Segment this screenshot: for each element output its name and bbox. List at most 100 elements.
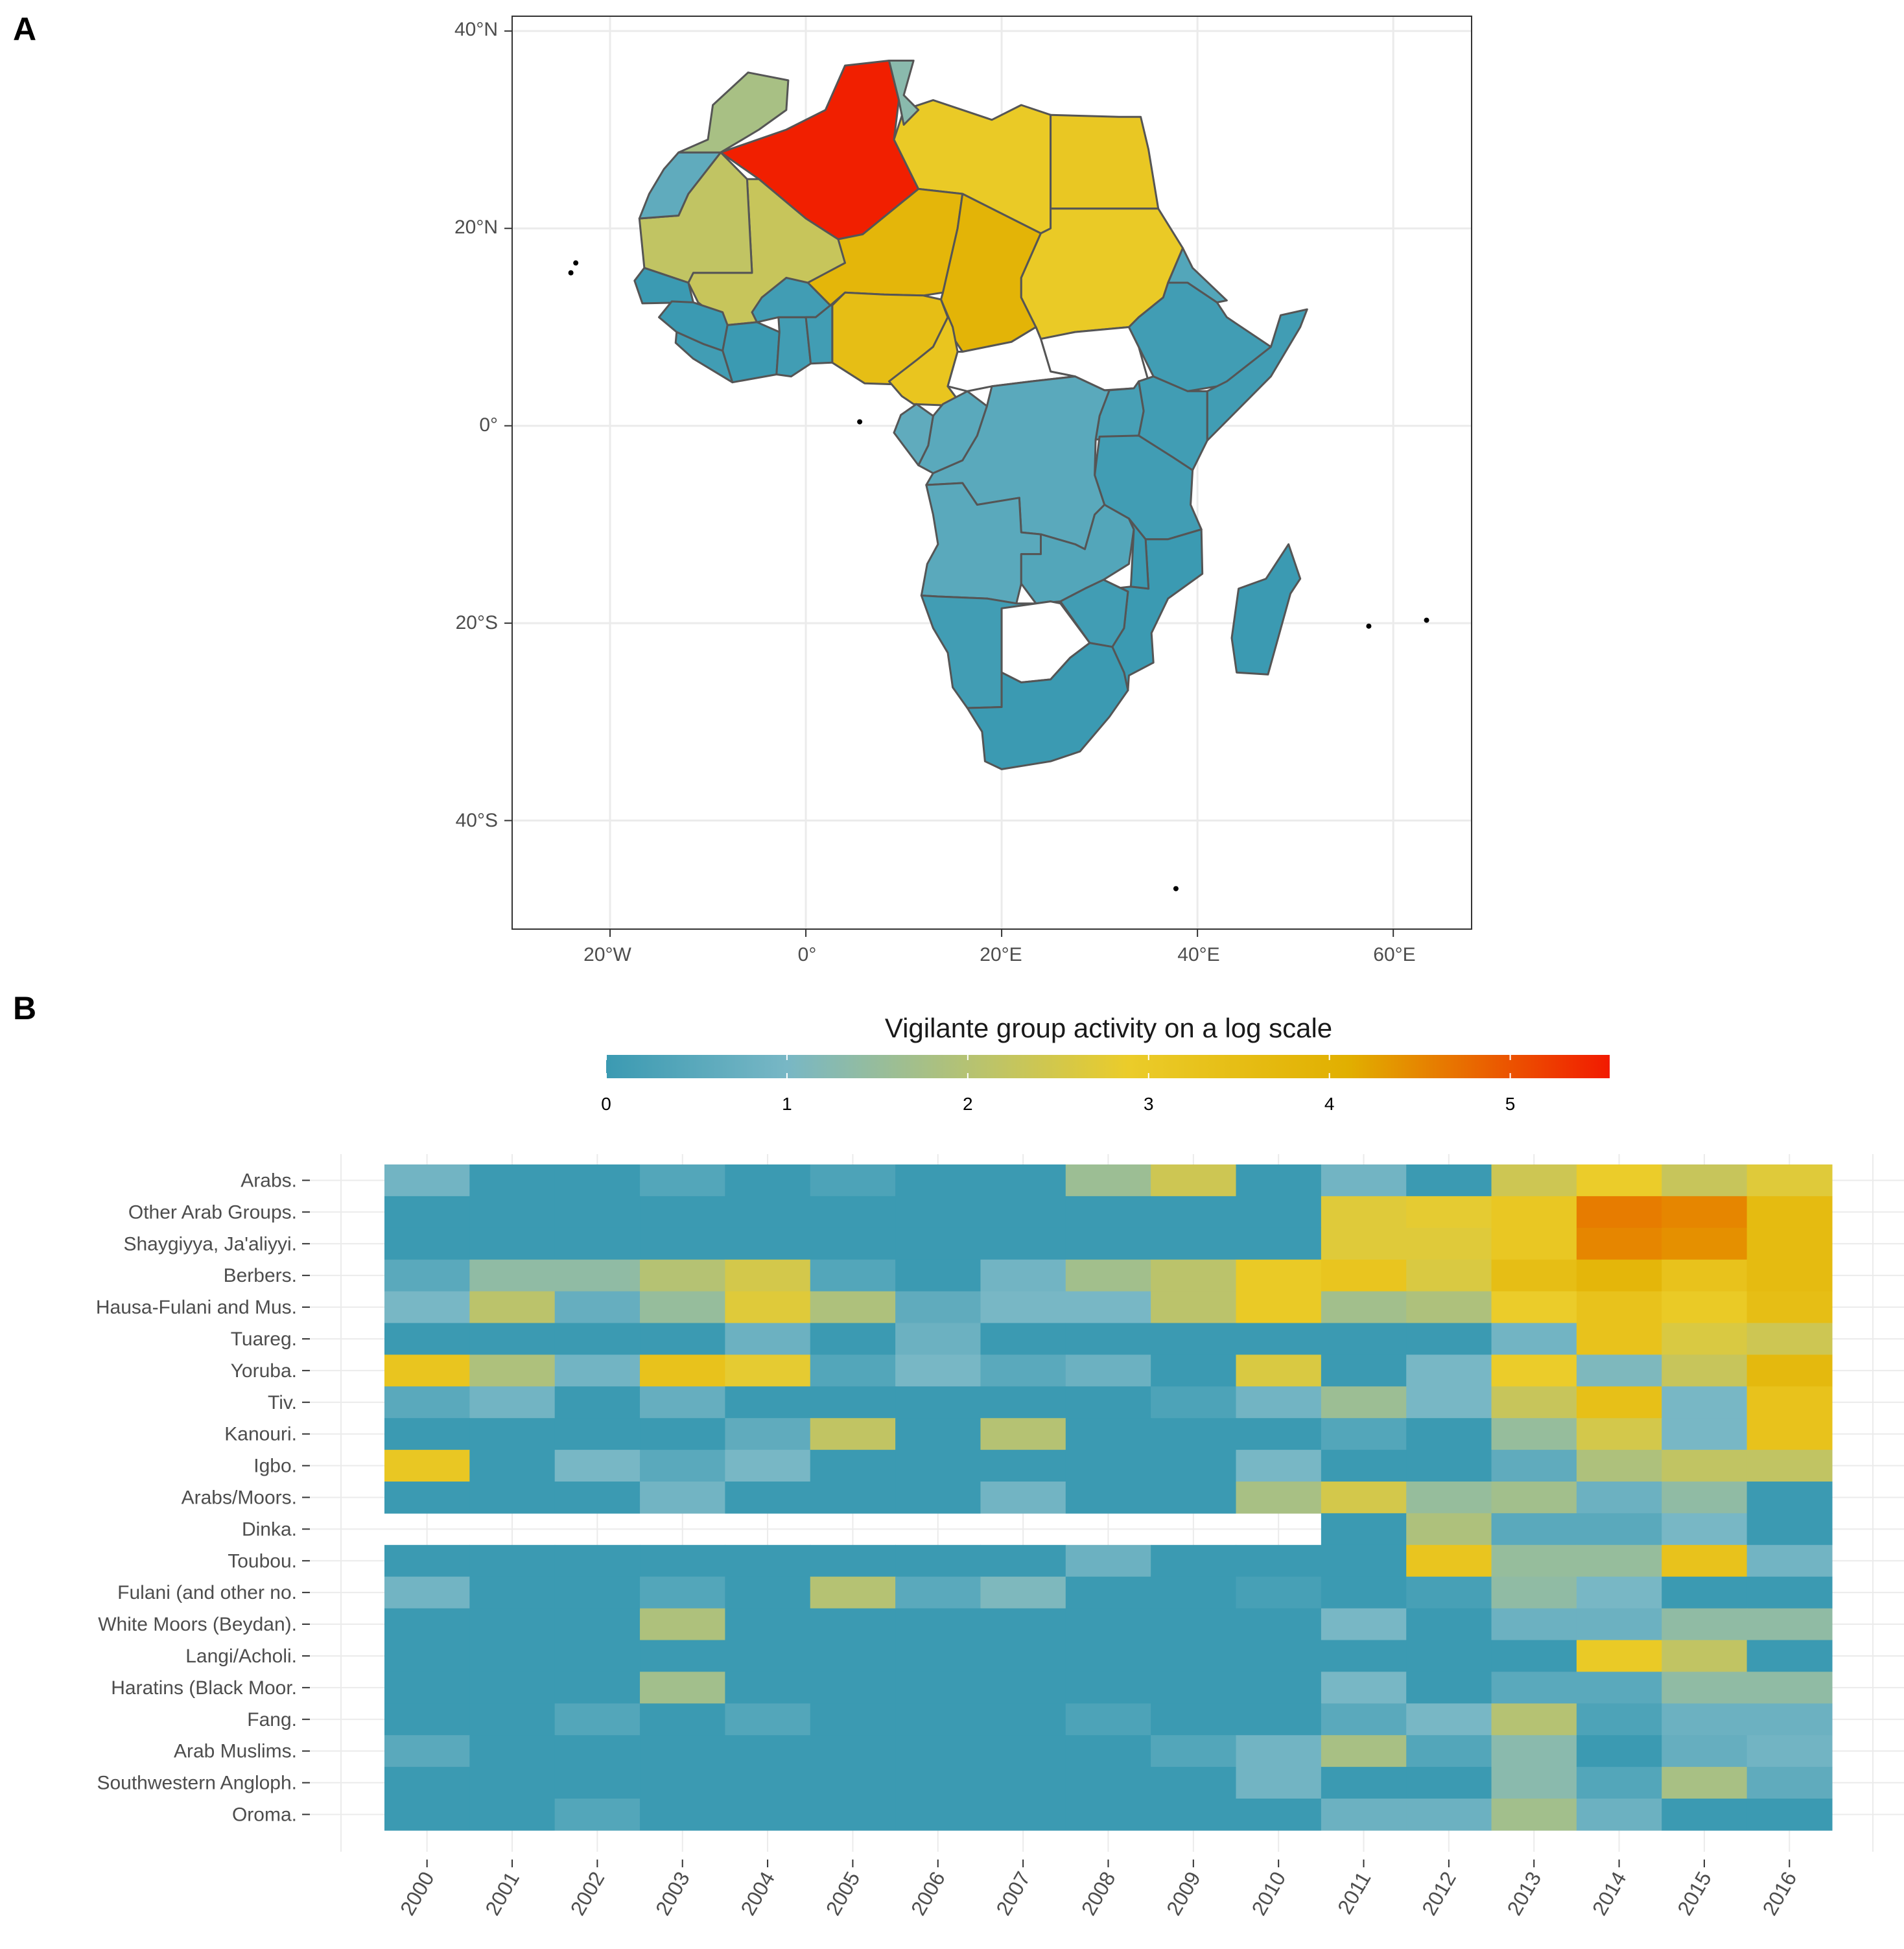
heatmap-cell <box>1406 1576 1492 1609</box>
heatmap-cell <box>980 1608 1066 1641</box>
heatmap-cell <box>469 1323 556 1355</box>
heatmap-cell <box>1406 1703 1492 1736</box>
lon-label-40e: 40°E <box>1177 944 1219 965</box>
heatmap-cell <box>1662 1576 1748 1609</box>
heatmap-cell <box>1321 1354 1407 1387</box>
heatmap-cell <box>725 1418 811 1450</box>
heatmap-cell <box>810 1196 896 1229</box>
heatmap-cell <box>1151 1544 1237 1577</box>
heatmap-row-label: Fang. <box>247 1709 297 1730</box>
heatmap-row-label: Kanouri. <box>224 1424 297 1445</box>
heatmap-cell <box>1406 1196 1492 1229</box>
heatmap-cell <box>895 1323 981 1355</box>
heatmap-cell <box>469 1164 556 1197</box>
heatmap-cell <box>1746 1227 1833 1260</box>
heatmap-cell <box>1491 1576 1577 1609</box>
heatmap-cell <box>1321 1608 1407 1641</box>
heatmap-row-label: Arabs/Moors. <box>182 1487 297 1508</box>
heatmap-row-label: Other Arab Groups. <box>128 1201 297 1223</box>
heatmap-cell <box>1151 1671 1237 1704</box>
heatmap-cell <box>1491 1799 1577 1831</box>
heatmap-cell <box>1321 1513 1407 1546</box>
map-axes: 40°N 20°N 0° 20°S 40°S 20°W 0° 20°E 40°E… <box>454 19 1416 965</box>
heatmap-cell <box>725 1323 811 1355</box>
lat-label-40n: 40°N <box>454 19 498 40</box>
heatmap-cell <box>1491 1608 1577 1641</box>
heatmap-row-label: Southwestern Angloph. <box>97 1773 297 1794</box>
heatmap-cell <box>1321 1576 1407 1609</box>
heatmap-cell <box>1491 1196 1577 1229</box>
heatmap-cell <box>554 1767 641 1799</box>
heatmap-cell <box>554 1354 641 1387</box>
legend-tick-label: 1 <box>782 1094 792 1114</box>
heatmap-cell <box>1406 1640 1492 1672</box>
heatmap-row-label: Hausa-Fulani and Mus. <box>96 1297 297 1318</box>
heatmap-cell <box>1151 1354 1237 1387</box>
heatmap-cell <box>554 1323 641 1355</box>
heatmap-cell <box>1576 1576 1662 1609</box>
heatmap-cell <box>725 1576 811 1609</box>
heatmap-cell <box>895 1418 981 1450</box>
heatmap-cell <box>1321 1227 1407 1260</box>
heatmap-cell <box>1406 1799 1492 1831</box>
heatmap-cell <box>1321 1450 1407 1482</box>
heatmap-cell <box>810 1482 896 1514</box>
heatmap-cell <box>384 1227 470 1260</box>
heatmap-cell <box>640 1354 725 1387</box>
heatmap-cell <box>810 1799 896 1831</box>
heatmap-row-label: White Moors (Beydan). <box>98 1614 297 1635</box>
heatmap-cell <box>1491 1450 1577 1482</box>
heatmap-cell <box>1406 1544 1492 1577</box>
heatmap-cell <box>554 1291 641 1324</box>
heatmap-cell <box>1406 1354 1492 1387</box>
lon-label-20e: 20°E <box>980 944 1022 965</box>
heatmap-cell <box>980 1418 1066 1450</box>
heatmap-cell <box>980 1291 1066 1324</box>
heatmap-cell <box>1151 1259 1237 1292</box>
heatmap-cell <box>1065 1703 1151 1736</box>
heatmap-cell <box>725 1386 811 1419</box>
legend-title: Vigilante group activity on a log scale <box>885 1013 1332 1043</box>
heatmap-cell <box>554 1259 641 1292</box>
heatmap-cell <box>1662 1259 1748 1292</box>
heatmap-cell <box>1576 1513 1662 1546</box>
heatmap-cell <box>1491 1544 1577 1577</box>
heatmap-cell <box>725 1227 811 1260</box>
heatmap-cell <box>640 1164 725 1197</box>
heatmap-cell <box>1576 1799 1662 1831</box>
heatmap-cell <box>895 1227 981 1260</box>
heatmap-cell <box>980 1386 1066 1419</box>
heatmap-cell <box>384 1164 470 1197</box>
heatmap-cells <box>384 1164 1833 1831</box>
heatmap-cell <box>469 1227 556 1260</box>
heatmap-cell <box>469 1767 556 1799</box>
heatmap-cell <box>895 1196 981 1229</box>
heatmap-cell <box>384 1450 470 1482</box>
heatmap-cell <box>469 1196 556 1229</box>
heatmap-row-label: Tiv. <box>268 1392 297 1413</box>
heatmap-cell <box>810 1608 896 1641</box>
heatmap-cell <box>1151 1450 1237 1482</box>
heatmap-cell <box>1406 1482 1492 1514</box>
heatmap-cell <box>1321 1544 1407 1577</box>
region-gabon <box>893 403 934 467</box>
heatmap-cell <box>1576 1450 1662 1482</box>
island-marker <box>573 260 579 266</box>
heatmap-cell <box>725 1735 811 1767</box>
heatmap-cell <box>1746 1640 1833 1672</box>
heatmap-cell <box>895 1259 981 1292</box>
heatmap-cell <box>469 1354 556 1387</box>
heatmap-cell <box>810 1767 896 1799</box>
heatmap-cell <box>1065 1482 1151 1514</box>
heatmap-cell <box>1236 1482 1322 1514</box>
heatmap-cell <box>1491 1259 1577 1292</box>
heatmap-cell <box>1576 1164 1662 1197</box>
heatmap-cell <box>384 1799 470 1831</box>
lon-label-60e: 60°E <box>1373 944 1415 965</box>
heatmap-cell <box>725 1703 811 1736</box>
heatmap-cell <box>725 1608 811 1641</box>
heatmap-row-label: Arabs. <box>241 1170 297 1191</box>
heatmap-cell <box>469 1291 556 1324</box>
heatmap-cell <box>1746 1259 1833 1292</box>
heatmap-cell <box>640 1640 725 1672</box>
